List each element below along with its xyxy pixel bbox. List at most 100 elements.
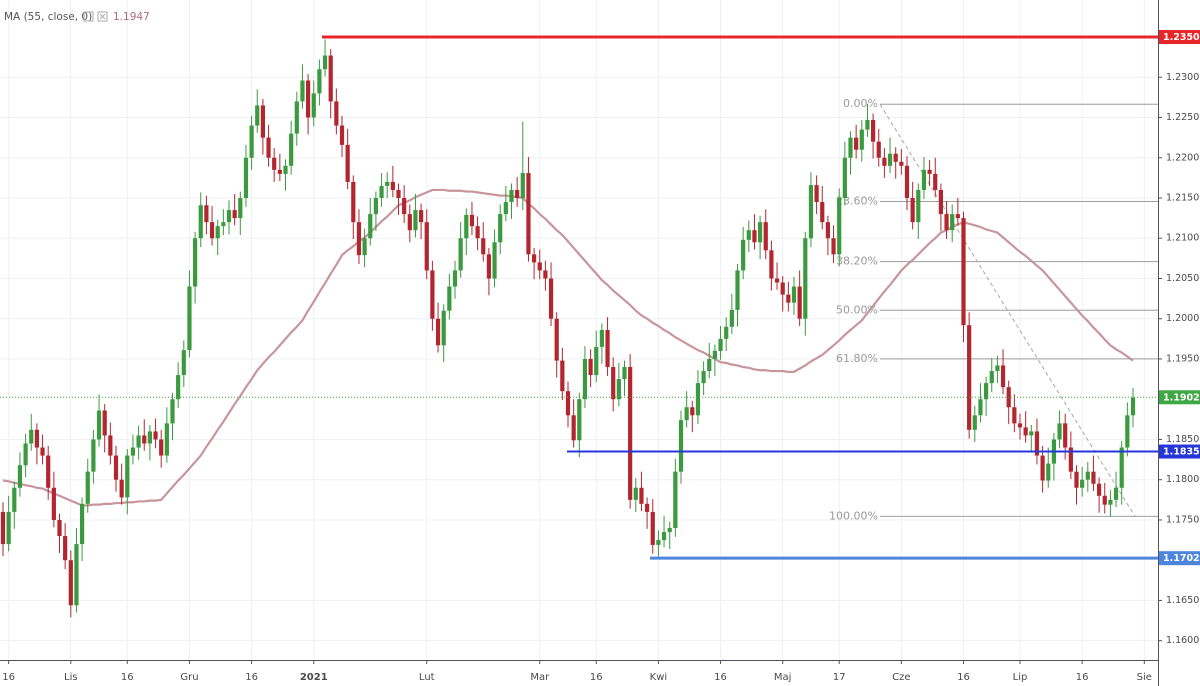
candle-body — [1000, 365, 1006, 388]
price-level-box — [1159, 390, 1200, 405]
candle-body — [238, 198, 243, 219]
candle-body — [6, 511, 11, 545]
candle-body — [142, 435, 147, 444]
x-tick-label: 17 — [833, 672, 846, 683]
candle-body — [509, 189, 514, 203]
candle-body — [927, 169, 932, 174]
y-tick-label: 1.22000 — [1166, 152, 1200, 163]
candle-body — [164, 423, 169, 456]
candle-body — [933, 173, 938, 190]
candle-body — [786, 294, 791, 303]
candle-body — [29, 429, 34, 444]
candle-body — [1012, 407, 1017, 424]
candle-body — [486, 254, 491, 279]
settings-icon[interactable] — [83, 11, 94, 22]
grid — [0, 0, 1158, 660]
price-level-label: 1.23500 — [1163, 32, 1200, 43]
candle-body — [356, 222, 362, 256]
candle-body — [63, 536, 68, 561]
candle-body — [1023, 427, 1028, 436]
candle-body — [1074, 471, 1079, 488]
candle-body — [311, 93, 316, 118]
candle-body — [80, 503, 85, 545]
candle-body — [543, 270, 548, 279]
candle-body — [741, 239, 746, 271]
close-icon[interactable] — [97, 11, 108, 22]
candle-body — [735, 270, 740, 310]
candle-body — [272, 157, 277, 170]
candle-body — [938, 189, 943, 215]
x-tick-label: Lip — [1013, 672, 1028, 683]
x-tick-label: Lut — [419, 672, 435, 683]
x-tick-label: Maj — [774, 672, 792, 683]
candle-body — [119, 479, 124, 498]
candle-body — [599, 330, 604, 347]
candle-body — [1046, 463, 1051, 481]
x-tick-label: Gru — [180, 672, 198, 683]
candle-body — [791, 286, 797, 303]
candle-body — [74, 544, 79, 606]
candle-body — [656, 540, 661, 545]
candle-body — [724, 326, 729, 339]
candle-body — [803, 238, 808, 319]
candle-body — [910, 198, 915, 223]
candle-body — [515, 189, 520, 198]
candle-body — [12, 487, 17, 512]
candle-body — [967, 325, 972, 430]
candle-body — [402, 198, 407, 215]
y-tick-label: 1.21500 — [1166, 193, 1200, 204]
candle-body — [300, 80, 305, 102]
candle-body — [690, 407, 695, 416]
candle-body — [882, 157, 887, 166]
candle-body — [475, 226, 480, 239]
fib-level-label: 61.80% — [836, 352, 878, 365]
candle-body — [40, 447, 45, 456]
axes: 1.23000 1.22500 1.22000 1.21500 1.21000 1.205… — [2, 30, 1200, 683]
indicator-value: 1.1947 — [113, 11, 150, 23]
price-level-box — [1159, 551, 1200, 566]
candle-body — [266, 137, 271, 158]
candle-body — [616, 379, 621, 400]
candle-body — [628, 367, 633, 500]
candle-body — [464, 214, 469, 239]
candle-body — [430, 270, 435, 319]
candle-body — [339, 125, 345, 145]
y-tick-label: 1.16000 — [1166, 635, 1200, 646]
indicator-name: MA (55, close, 0) — [4, 11, 92, 23]
candle-body — [209, 222, 215, 239]
candle-body — [808, 185, 814, 239]
price-level-label: 1.18350 — [1163, 447, 1200, 458]
candle-body — [277, 169, 282, 174]
candle-body — [1029, 431, 1034, 436]
candle-body — [424, 222, 429, 271]
candle-body — [707, 358, 712, 372]
candle-body — [317, 69, 322, 94]
candle-body — [130, 447, 136, 456]
candle-body — [1097, 483, 1102, 496]
candle-body — [447, 286, 452, 311]
candle-body — [554, 318, 559, 361]
candle-body — [492, 242, 497, 279]
x-tick-label: 16 — [590, 672, 603, 683]
candle-body — [379, 185, 384, 198]
candle-body — [385, 181, 390, 186]
y-tick-label: 1.19500 — [1166, 353, 1200, 364]
candle-body — [577, 399, 582, 441]
candle-body — [848, 137, 853, 158]
candle-body — [198, 205, 203, 239]
candle-body — [260, 105, 265, 138]
candle-body — [588, 358, 593, 376]
candle-body — [283, 165, 288, 174]
candle-body — [871, 119, 876, 142]
candle-body — [193, 238, 198, 287]
candle-body — [1017, 423, 1023, 428]
x-tick-label: 16 — [121, 672, 134, 683]
candle-body — [170, 399, 175, 424]
candle-body — [876, 141, 881, 158]
candle-body — [650, 511, 655, 545]
price-level-label: 1.19024 — [1163, 392, 1200, 403]
candle-body — [136, 435, 141, 448]
candle-body — [774, 278, 780, 283]
candle-body — [419, 210, 424, 223]
y-tick-label: 1.18000 — [1166, 474, 1200, 485]
